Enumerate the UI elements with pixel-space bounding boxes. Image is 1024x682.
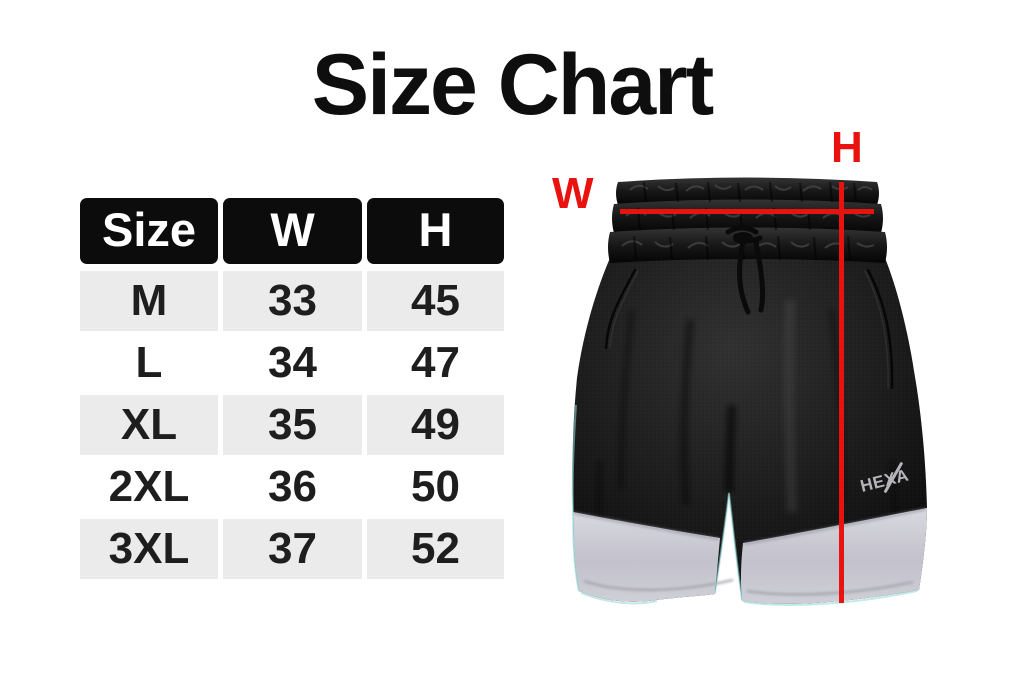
pocket-seams [604,268,894,390]
column-header-size: Size [80,198,218,264]
cell-h-3xl: 52 [367,519,504,579]
shorts-product-image: HEXA [571,177,928,606]
cell-h-l: 47 [367,333,504,393]
cell-size-l: L [80,333,218,393]
cell-size-xl: XL [80,395,218,455]
cell-w-2xl: 36 [223,457,362,517]
column-header-height: H [367,198,504,264]
size-table-body: M 33 45 L 34 47 XL 35 49 2XL 36 50 3XL 3… [80,271,504,579]
size-table: Size W H M 33 45 L 34 47 XL 35 49 2XL 36… [80,198,504,579]
height-measure-label: H [831,123,863,172]
drawstring [725,225,766,315]
cell-size-3xl: 3XL [80,519,218,579]
cell-h-xl: 49 [367,395,504,455]
hem-band-shading [572,507,927,596]
column-header-width: W [223,198,362,264]
cell-w-l: 34 [223,333,362,393]
waistband-pleat-shadows [633,181,857,261]
photo-edge-fringe [571,404,918,606]
cell-w-3xl: 37 [223,519,362,579]
cell-h-2xl: 50 [367,457,504,517]
width-measure-label: W [552,169,594,218]
hem-band-right [740,508,927,604]
cell-size-2xl: 2XL [80,457,218,517]
height-measure-line [839,182,844,603]
cell-w-m: 33 [223,271,362,331]
size-table-header-row: Size W H [80,198,504,264]
cell-w-xl: 35 [223,395,362,455]
width-measure-line [620,209,874,214]
cell-size-m: M [80,271,218,331]
page-title: Size Chart [311,37,715,133]
brand-logo-slash [884,462,903,493]
waistband [608,177,887,263]
cell-h-m: 45 [367,271,504,331]
